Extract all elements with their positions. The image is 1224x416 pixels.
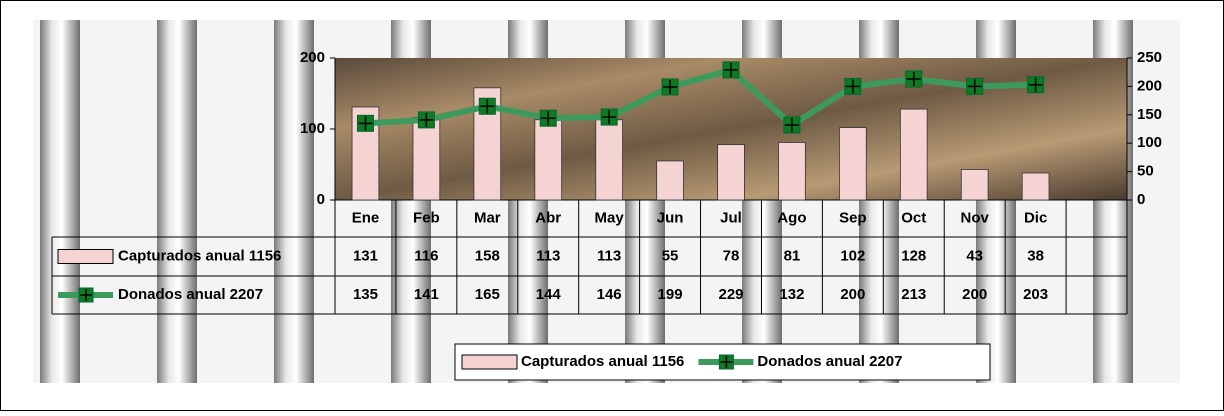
bar	[717, 144, 745, 201]
y2-tick-label: 100	[1137, 134, 1162, 151]
table-value: 132	[779, 286, 804, 303]
y2-tick-label: 50	[1137, 163, 1154, 180]
x-tick-label: Abr	[535, 209, 561, 226]
x-tick-label: Oct	[901, 209, 926, 226]
table-value: 78	[723, 247, 740, 264]
table-value: 199	[658, 286, 683, 303]
legend-key	[57, 249, 114, 264]
y-tick-label: 100	[300, 120, 325, 137]
table-value: 102	[840, 247, 865, 264]
y-tick-label: 0	[317, 191, 325, 208]
table-value: 55	[662, 247, 679, 264]
table-value: 165	[475, 286, 500, 303]
table-value: 43	[966, 247, 983, 264]
table-value: 131	[353, 247, 378, 264]
table-value: 144	[536, 286, 562, 303]
marker-cross	[419, 112, 434, 127]
table-value: 135	[353, 286, 378, 303]
legend-marker	[80, 289, 92, 301]
legend-label: Donados anual 2207	[757, 353, 902, 370]
bar	[1021, 172, 1050, 201]
table-value: 213	[901, 286, 926, 303]
bar	[839, 127, 867, 201]
table-value: 229	[718, 286, 743, 303]
table-value: 203	[1023, 286, 1048, 303]
table-value: 38	[1027, 247, 1044, 264]
x-tick-label: Feb	[413, 209, 440, 226]
legend-marker	[720, 356, 733, 368]
x-tick-label: Jul	[720, 209, 742, 226]
table-series-name: Donados anual 2207	[118, 286, 263, 303]
table-value: 158	[475, 247, 500, 264]
marker-cross	[906, 72, 921, 87]
marker-cross	[724, 62, 738, 77]
y2-tick-label: 150	[1137, 106, 1162, 123]
table-series-name: Capturados anual 1156	[118, 247, 281, 264]
y2-tick-label: 250	[1137, 49, 1162, 66]
bar	[778, 142, 806, 201]
bar	[960, 169, 989, 201]
bar	[656, 160, 684, 201]
table-value: 200	[840, 286, 865, 303]
table-value: 113	[597, 247, 621, 264]
x-tick-label: Ene	[352, 209, 380, 226]
table-value: 146	[597, 286, 622, 303]
x-tick-label: Sep	[839, 209, 867, 226]
y2-tick-label: 200	[1137, 77, 1162, 94]
x-tick-label: Ago	[777, 209, 806, 226]
table-value: 200	[962, 286, 987, 303]
marker-cross	[1028, 77, 1043, 92]
marker-cross	[602, 110, 617, 125]
marker-cross	[845, 79, 860, 94]
bar	[899, 108, 928, 201]
line	[365, 66, 1036, 129]
marker-cross	[480, 99, 495, 114]
legend-key	[461, 354, 518, 370]
table-value: 116	[414, 247, 438, 264]
table-value: 81	[784, 247, 801, 264]
bar	[412, 117, 441, 201]
marker-cross	[663, 79, 678, 94]
table-value: 141	[414, 286, 439, 303]
y-tick-label: 200	[300, 49, 325, 66]
bar	[534, 119, 563, 201]
table-value: 113	[536, 247, 560, 264]
x-tick-label: Mar	[474, 209, 501, 226]
marker-cross	[358, 116, 373, 131]
y2-tick-label: 0	[1137, 191, 1145, 208]
x-tick-label: Jun	[657, 209, 684, 226]
marker-cross	[784, 118, 799, 133]
table-value: 128	[901, 247, 926, 264]
x-tick-label: May	[595, 209, 625, 226]
legend-label: Capturados anual 1156	[521, 353, 684, 370]
x-tick-label: Nov	[961, 209, 990, 226]
x-tick-label: Dic	[1024, 209, 1047, 226]
bar	[595, 119, 623, 201]
marker-cross	[541, 111, 556, 126]
marker-cross	[967, 79, 982, 94]
